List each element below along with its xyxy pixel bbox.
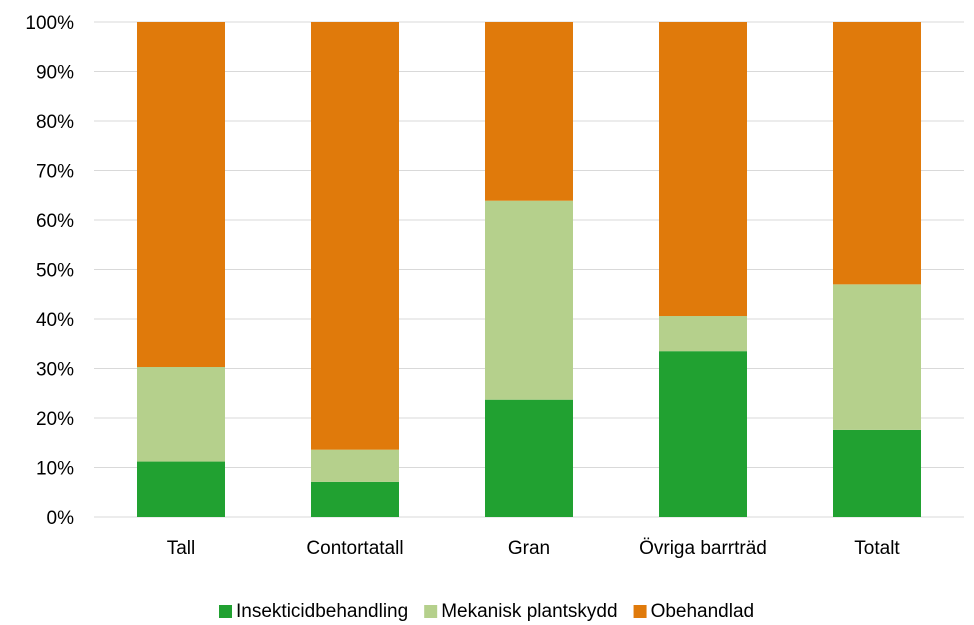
bar-segment-mekanisk-plantskydd [833,284,921,430]
bar-segment-insekticidbehandling [137,461,225,517]
y-tick-label: 20% [36,409,74,430]
legend-swatch [424,605,438,618]
y-tick-label: 100% [25,13,74,34]
bar-segment-insekticidbehandling [485,399,573,517]
y-tick-label: 90% [36,63,74,84]
x-tick-label: Gran [508,538,550,559]
x-tick-label: Totalt [854,538,900,559]
x-tick-label: Övriga barrträd [639,538,767,559]
legend-item: Mekanisk plantskydd [424,601,618,622]
bar-segment-mekanisk-plantskydd [311,449,399,482]
legend-item: Obehandlad [633,601,755,622]
bar-segment-insekticidbehandling [311,481,399,517]
legend-item: Insekticidbehandling [219,601,408,622]
bar-segment-insekticidbehandling [659,351,747,517]
y-tick-label: 0% [47,508,75,529]
y-tick-label: 70% [36,162,74,183]
x-tick-label: Tall [167,538,196,559]
legend-swatch [219,605,232,618]
y-tick-label: 10% [36,459,74,480]
y-tick-label: 60% [36,211,74,232]
y-tick-label: 30% [36,360,74,381]
bar-segment-insekticidbehandling [833,429,921,517]
bar-segment-obehandlad [137,22,225,368]
legend-label: Obehandlad [651,601,755,622]
y-axis: 0% 10% 20% 30% 40% 50% 60% 70% 80% 90% 100% [25,13,74,529]
legend: Insekticidbehandling Mekanisk plantskydd O… [219,601,754,622]
legend-swatch [633,605,647,618]
bar-segment-obehandlad [833,22,921,285]
bar-segment-mekanisk-plantskydd [485,200,573,400]
legend-label: Mekanisk plantskydd [441,601,617,622]
bar-segment-mekanisk-plantskydd [659,316,747,352]
bar-segment-obehandlad [659,22,747,317]
x-axis: Tall Contortatall Gran Övriga barrträd Total… [167,538,901,559]
y-tick-label: 50% [36,261,74,282]
y-tick-label: 40% [36,310,74,331]
bar-segment-mekanisk-plantskydd [137,367,225,462]
x-tick-label: Contortatall [306,538,403,559]
bars [137,22,921,517]
bar-segment-obehandlad [485,22,573,201]
bar-segment-obehandlad [311,22,399,450]
legend-label: Insekticidbehandling [236,601,408,622]
y-tick-label: 80% [36,112,74,133]
